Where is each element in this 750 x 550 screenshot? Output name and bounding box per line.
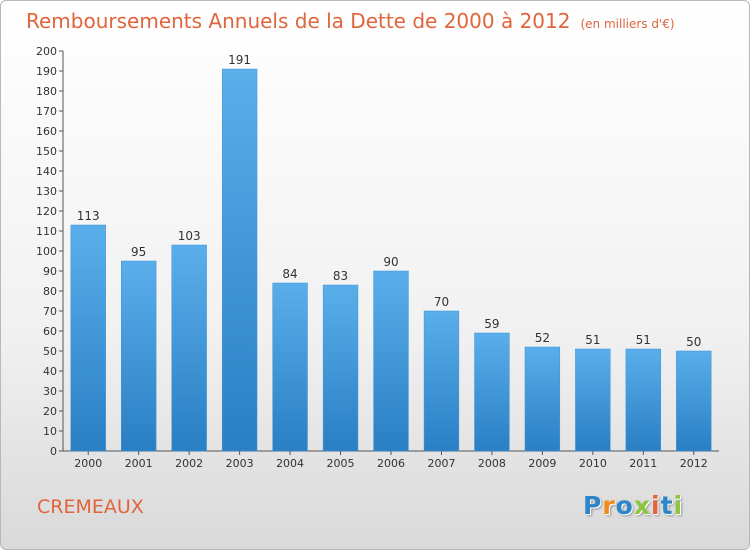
- bar-2001: [121, 260, 157, 452]
- bar-2003: [221, 68, 258, 452]
- commune-name: CREMEAUX: [37, 496, 144, 518]
- value-label-2007: 70: [434, 295, 449, 309]
- value-label-2010: 51: [585, 333, 600, 347]
- x-tick-label-2008: 2008: [478, 457, 506, 470]
- y-tick-label: 120: [36, 205, 57, 218]
- bar-2011: [625, 348, 661, 452]
- logo-letter: t: [660, 491, 674, 520]
- value-label-2011: 51: [636, 333, 651, 347]
- value-label-2006: 90: [383, 255, 398, 269]
- y-tick-label: 140: [36, 165, 57, 178]
- value-label-2012: 50: [686, 335, 701, 349]
- value-label-2005: 83: [333, 269, 348, 283]
- x-tick-label-2004: 2004: [276, 457, 304, 470]
- x-tick-label-2003: 2003: [226, 457, 254, 470]
- x-tick-label-2011: 2011: [629, 457, 657, 470]
- y-tick-label: 200: [36, 45, 57, 58]
- x-tick-label-2002: 2002: [175, 457, 203, 470]
- x-tick-label-2001: 2001: [125, 457, 153, 470]
- bar-2002: [171, 244, 207, 452]
- y-tick-label: 170: [36, 105, 57, 118]
- y-tick-label: 70: [43, 305, 57, 318]
- y-tick-label: 110: [36, 225, 57, 238]
- value-label-2002: 103: [178, 229, 201, 243]
- logo-letter: i: [651, 491, 661, 520]
- value-label-2009: 52: [535, 331, 550, 345]
- logo-letter: i: [673, 491, 684, 520]
- x-tick-label-2010: 2010: [579, 457, 607, 470]
- chart-unit: (en milliers d'€): [580, 17, 675, 31]
- y-tick-label: 150: [36, 145, 57, 158]
- y-axis: 0 10 20 30 40 50 60 70 80 90 100 110 120 130 140 150 160…: [36, 45, 64, 458]
- bar-2012: [676, 350, 712, 452]
- y-tick-label: 160: [36, 125, 57, 138]
- chart-title: Remboursements Annuels de la Dette de 20…: [26, 9, 571, 33]
- x-tick-label-2005: 2005: [327, 457, 355, 470]
- bar-2006: [373, 270, 409, 452]
- value-label-2001: 95: [131, 245, 146, 259]
- y-tick-label: 90: [43, 265, 57, 278]
- value-label-2000: 113: [77, 209, 100, 223]
- y-tick-label: 60: [43, 325, 57, 338]
- title-block: Remboursements Annuels de la Dette de 20…: [26, 9, 675, 33]
- y-tick-label: 80: [43, 285, 57, 298]
- y-tick-label: 130: [36, 185, 57, 198]
- y-tick-label: 0: [50, 445, 57, 458]
- value-label-2008: 59: [484, 317, 499, 331]
- y-tick-label: 190: [36, 65, 57, 78]
- x-tick-label-2007: 2007: [427, 457, 455, 470]
- logo-letter: P: [583, 491, 603, 520]
- logo-letter: x: [633, 491, 651, 520]
- y-tick-label: 100: [36, 245, 57, 258]
- x-tick-label-2009: 2009: [528, 457, 556, 470]
- bar-2008: [474, 332, 510, 452]
- x-tick-label-2012: 2012: [680, 457, 708, 470]
- y-tick-label: 180: [36, 85, 57, 98]
- y-tick-label: 20: [43, 405, 57, 418]
- bar-2009: [524, 346, 561, 452]
- y-tick-label: 50: [43, 345, 57, 358]
- bar-2005: [322, 284, 359, 452]
- bars: 113 95 103 191 84 83 90 70 59 52 51 51 50: [70, 53, 712, 452]
- bar-2004: [272, 282, 308, 452]
- bar-2000: [70, 224, 106, 452]
- y-tick-label: 40: [43, 365, 57, 378]
- logo-letter: o: [615, 491, 634, 520]
- y-tick-label: 10: [43, 425, 57, 438]
- bar-2007: [423, 310, 460, 452]
- value-label-2004: 84: [282, 267, 297, 281]
- x-tick-label-2006: 2006: [377, 457, 405, 470]
- x-tick-label-2000: 2000: [74, 457, 102, 470]
- bar-2010: [575, 348, 611, 452]
- logo-letter: r: [602, 491, 616, 520]
- value-label-2003: 191: [228, 53, 251, 67]
- y-tick-label: 30: [43, 385, 57, 398]
- proxiti-logo: Proxiti: [583, 491, 683, 520]
- x-axis: 2000 2001 2002 2003 2004 2005 2006 2007 2008 2009…: [63, 450, 719, 470]
